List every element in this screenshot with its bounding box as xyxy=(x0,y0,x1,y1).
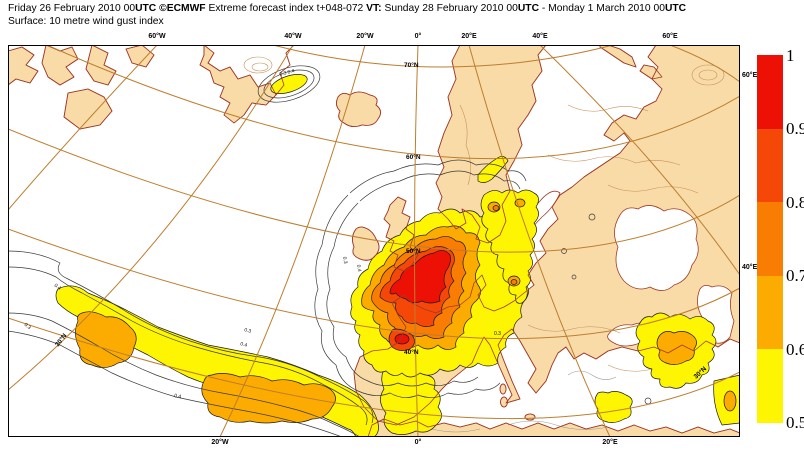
axis-label-top: 0° xyxy=(414,33,422,40)
axis-label-bottom: 20°W xyxy=(211,439,229,446)
legend-tick: 0.5 xyxy=(786,413,804,432)
parallel-label: 60°N xyxy=(406,153,421,161)
efi-baltics-core xyxy=(492,205,500,211)
contour-label: 0.4 xyxy=(239,341,248,349)
contour-label: 0.4 xyxy=(53,283,62,292)
efi-biscay-0.9 xyxy=(394,333,410,345)
map-area: 70°N 60°N 50°N 40°N 30°N 30°N 0.3 0.4 0.… xyxy=(7,44,741,438)
efi-band-core-east xyxy=(201,373,336,424)
title-seg: Sunday 28 February 2010 00 xyxy=(381,3,518,14)
axis-label-right: 60°E xyxy=(742,72,758,79)
legend-swatch-0.7-0.8 xyxy=(757,202,783,276)
legend-swatch-0.9-1.0 xyxy=(757,55,783,129)
axis-label-top: 40°E xyxy=(532,33,548,40)
graticule-layer xyxy=(7,44,741,438)
contour-label: 0.3 xyxy=(23,322,32,331)
forecast-map: 70°N 60°N 50°N 40°N 30°N 30°N 0.3 0.4 0.… xyxy=(7,44,741,438)
title-seg: Friday 26 February 2010 00 xyxy=(8,3,136,14)
contour-label: 0.3 xyxy=(341,256,348,264)
map-frame xyxy=(8,45,740,437)
title-seg: UTC xyxy=(135,3,160,14)
efi-right-edge-core xyxy=(723,390,737,412)
efi-aegean-patch xyxy=(594,391,633,423)
contour-label: 0.3 xyxy=(243,327,252,335)
contour-label: 0.4 xyxy=(355,264,362,272)
title-seg: - Monday 1 March 2010 00 xyxy=(539,3,665,14)
line-contour-layer xyxy=(7,159,652,438)
axis-label-top: 40°W xyxy=(284,33,302,40)
efi-baltics-core xyxy=(510,279,518,285)
title-seg: Extreme forecast index t+048-072 xyxy=(205,3,367,14)
efi-norway-sliver xyxy=(477,156,509,183)
ecmwf-credit: ©ECMWF xyxy=(159,3,206,14)
white-sea-lakes xyxy=(614,205,699,291)
axis-label-top: 20°W xyxy=(356,33,374,40)
legend-swatch-0.5-0.6 xyxy=(757,349,783,423)
colorbar-legend xyxy=(757,55,783,423)
title-seg: UTC xyxy=(517,3,540,14)
contour-label: 0.3 xyxy=(494,331,501,337)
parallel-label: 40°N xyxy=(404,348,419,356)
efi-storm-0.9 xyxy=(389,250,451,304)
legend-tick: 0.9 xyxy=(786,119,804,138)
axis-label-top: 60°W xyxy=(148,33,166,40)
legend-tick: 0.8 xyxy=(786,193,804,212)
legend-tick: 0.6 xyxy=(786,340,804,359)
axis-label-bottom: 0° xyxy=(414,439,422,446)
legend-swatch-0.8-0.9 xyxy=(757,128,783,203)
parallel-label: 50°N xyxy=(406,247,421,255)
legend-swatch-0.6-0.7 xyxy=(757,275,783,350)
axis-label-top: 60°E xyxy=(662,33,678,40)
parallel-label: 70°N xyxy=(404,61,419,69)
legend-tick: 1 xyxy=(786,46,795,65)
contour-label: 0.3 0.4 xyxy=(279,68,296,78)
contour-label: 0.4 xyxy=(174,393,182,400)
axis-label-top: 20°E xyxy=(461,33,477,40)
efi-greenland-spot xyxy=(270,74,308,94)
title-seg: UTC xyxy=(664,3,687,14)
efi-baltics-patch xyxy=(480,189,539,304)
axis-label-bottom: 20°E xyxy=(602,439,618,446)
map-label-layer: 70°N 60°N 50°N 40°N 30°N 30°N 0.3 0.4 0.… xyxy=(23,61,709,400)
axis-label-right: 40°E xyxy=(742,264,758,271)
legend-tick: 0.7 xyxy=(786,266,804,285)
chart-subtitle: Surface: 10 metre wind gust index xyxy=(8,16,164,27)
title-seg: VT: xyxy=(366,3,382,14)
chart-title: Friday 26 February 2010 00UTC ©ECMWF Ext… xyxy=(8,3,686,15)
